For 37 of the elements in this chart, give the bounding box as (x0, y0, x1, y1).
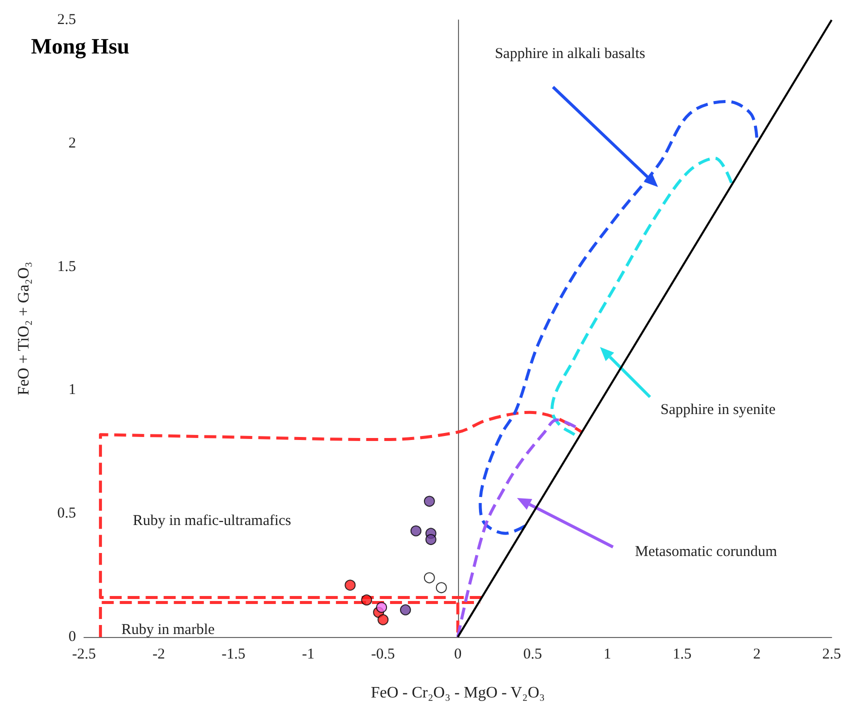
annotation: Sapphire in syenite (660, 402, 776, 418)
y-tick-label: 0 (68, 629, 76, 645)
annotation: Sapphire in alkali basalts (494, 46, 646, 62)
x-tick-label: 0 (454, 646, 462, 662)
point (410, 525, 422, 536)
point (436, 582, 447, 594)
annotation: Metasomatic corundum (634, 544, 778, 560)
point (424, 496, 435, 507)
x-axis-title: FeO - Cr₂O₃ - MgO - V₂O₃ (370, 684, 545, 702)
y-tick-label: 1 (68, 382, 76, 398)
point (424, 572, 435, 584)
y-tick-label: 2 (68, 135, 76, 152)
line-series (98, 410, 584, 600)
y-tick-label: 0.5 (57, 506, 76, 522)
point (378, 614, 389, 626)
x-tick-label: 2 (753, 646, 761, 662)
point (400, 604, 411, 616)
x-tick-label: 0.5 (523, 646, 542, 662)
annotation: Ruby in mafic-ultramafics (132, 513, 292, 529)
point (376, 602, 388, 613)
line-series (550, 156, 733, 439)
y-axis-title: FeO + TiO₂ + Ga₂O₃ (16, 262, 32, 396)
y-tick-label: 2.5 (57, 12, 76, 28)
x-tick-label: 1 (604, 646, 612, 662)
point (361, 594, 372, 606)
x-tick-label: -1 (302, 646, 315, 662)
text: Mong Hsu (31, 34, 130, 58)
y-tick-label: 1.5 (57, 258, 76, 275)
x-tick-label: 1.5 (672, 646, 692, 662)
x-tick-label: 2.5 (822, 646, 841, 662)
point (425, 534, 436, 546)
x-tick-label: -2 (152, 646, 166, 662)
x-tick-label: -1.5 (222, 646, 246, 662)
x-tick-label: -0.5 (371, 646, 395, 662)
x-tick-label: -2.5 (72, 646, 96, 662)
annotation: Ruby in marble (121, 622, 215, 638)
point (344, 580, 356, 591)
